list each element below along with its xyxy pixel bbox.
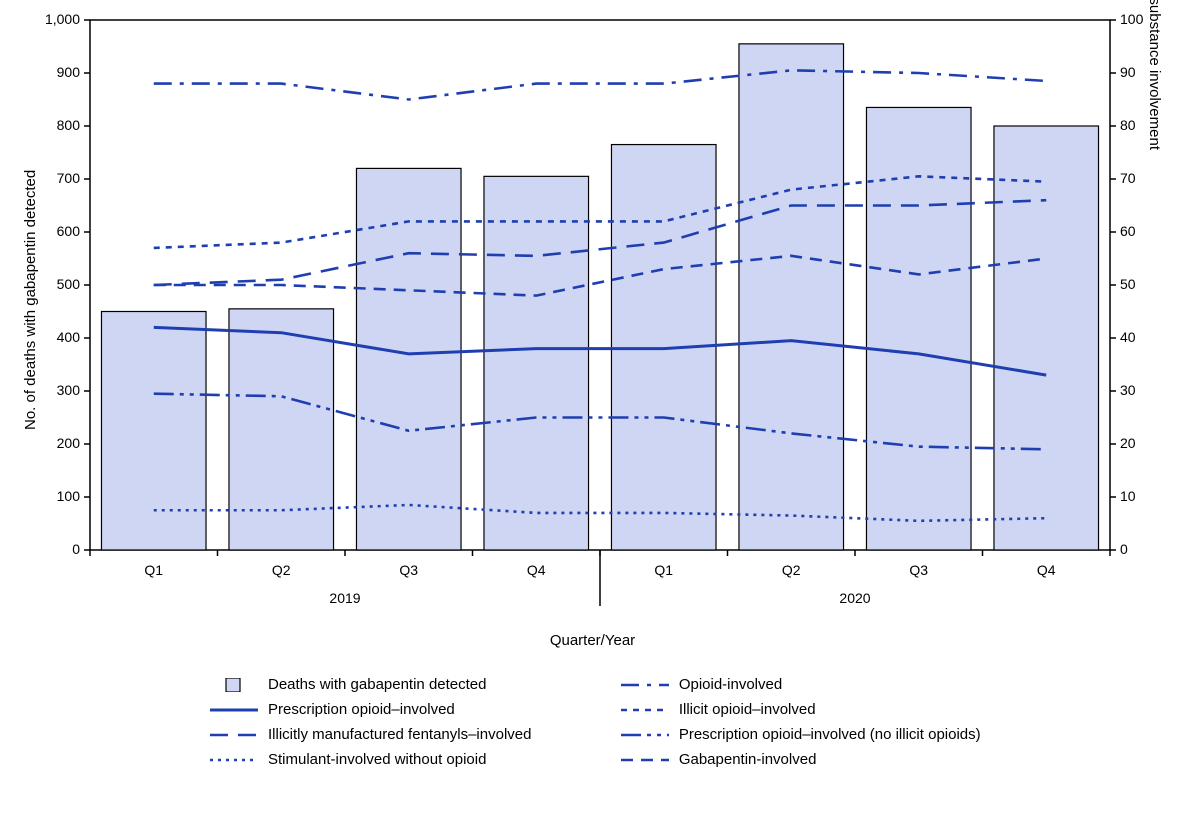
y-left-tick: 400 <box>57 329 80 345</box>
legend-item-rx_opioid: Prescription opioid–involved <box>210 701 561 718</box>
x-cat-label: Q2 <box>782 562 801 578</box>
legend-label: Illicit opioid–involved <box>679 701 816 718</box>
legend-item-imf: Illicitly manufactured fentanyls–involve… <box>210 726 561 743</box>
y-left-tick: 100 <box>57 488 80 504</box>
x-cat-label: Q1 <box>144 562 163 578</box>
legend-label: Deaths with gabapentin detected <box>268 676 487 693</box>
y-left-tick: 700 <box>57 170 80 186</box>
y-right-tick: 90 <box>1120 64 1136 80</box>
y-right-tick: 80 <box>1120 117 1136 133</box>
y-left-tick: 200 <box>57 435 80 451</box>
bar <box>484 176 589 550</box>
y-left-tick: 300 <box>57 382 80 398</box>
legend-item-illicit_opioid: Illicit opioid–involved <box>621 701 1010 718</box>
bar <box>229 309 334 550</box>
x-cat-label: Q3 <box>909 562 928 578</box>
bar <box>356 168 461 550</box>
y-left-tick: 0 <box>72 541 80 557</box>
legend-item-opioid: Opioid-involved <box>621 676 1010 693</box>
plot-svg <box>0 0 1185 660</box>
legend: Deaths with gabapentin detected Opioid-in… <box>210 676 1010 768</box>
bar <box>866 107 971 550</box>
legend-label: Opioid-involved <box>679 676 782 693</box>
y-left-tick: 900 <box>57 64 80 80</box>
bar <box>994 126 1099 550</box>
legend-label: Illicitly manufactured fentanyls–involve… <box>268 726 531 743</box>
y-left-tick: 1,000 <box>45 11 80 27</box>
y-right-tick: 60 <box>1120 223 1136 239</box>
legend-item-stim_no_opioid: Stimulant-involved without opioid <box>210 751 561 768</box>
x-cat-label: Q3 <box>399 562 418 578</box>
x-group-label: 2019 <box>329 590 360 606</box>
y-left-tick: 800 <box>57 117 80 133</box>
y-right-tick: 50 <box>1120 276 1136 292</box>
legend-item-bars: Deaths with gabapentin detected <box>210 676 561 693</box>
legend-label: Prescription opioid–involved <box>268 701 455 718</box>
y-right-tick: 40 <box>1120 329 1136 345</box>
y-right-tick: 100 <box>1120 11 1143 27</box>
legend-label: Stimulant-involved without opioid <box>268 751 486 768</box>
legend-item-gabapentin: Gabapentin-involved <box>621 751 1010 768</box>
y-right-tick: 30 <box>1120 382 1136 398</box>
y-right-tick: 0 <box>1120 541 1128 557</box>
x-cat-label: Q2 <box>272 562 291 578</box>
y-right-tick: 70 <box>1120 170 1136 186</box>
x-group-label: 2020 <box>839 590 870 606</box>
x-cat-label: Q4 <box>527 562 546 578</box>
bar <box>739 44 844 550</box>
x-cat-label: Q1 <box>654 562 673 578</box>
y-right-tick: 20 <box>1120 435 1136 451</box>
line-opioid <box>154 70 1047 99</box>
bar <box>101 312 206 551</box>
legend-label: Prescription opioid–involved (no illicit… <box>679 726 981 743</box>
chart-container: No. of deaths with gabapentin detected P… <box>0 0 1185 816</box>
y-left-tick: 600 <box>57 223 80 239</box>
x-cat-label: Q4 <box>1037 562 1056 578</box>
legend-label: Gabapentin-involved <box>679 751 817 768</box>
legend-item-rx_no_illicit: Prescription opioid–involved (no illicit… <box>621 726 1010 743</box>
y-right-tick: 10 <box>1120 488 1136 504</box>
y-left-tick: 500 <box>57 276 80 292</box>
